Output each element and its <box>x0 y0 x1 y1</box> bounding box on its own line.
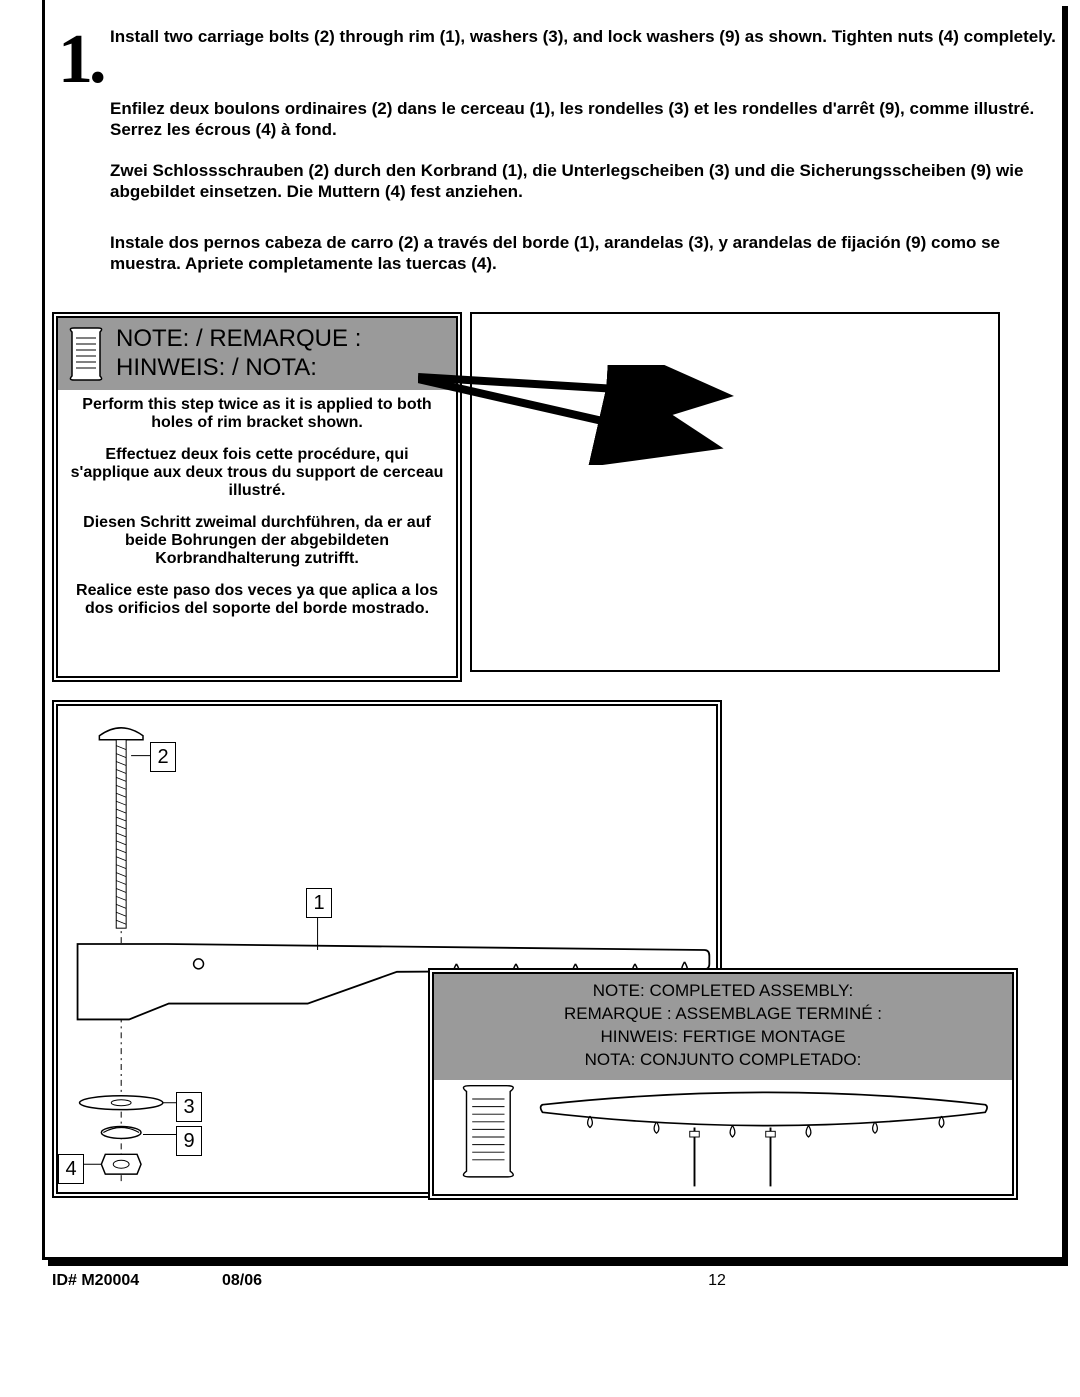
callout-lock-washer: 9 <box>176 1126 202 1156</box>
footer-page: 12 <box>422 1272 1012 1290</box>
scroll-icon <box>66 326 106 382</box>
completed-header: NOTE: COMPLETED ASSEMBLY: REMARQUE : ASS… <box>434 974 1012 1080</box>
completed-en: NOTE: COMPLETED ASSEMBLY: <box>438 980 1008 1003</box>
footer-date: 08/06 <box>222 1272 422 1290</box>
note-title: NOTE: / REMARQUE : HINWEIS: / NOTA: <box>116 325 361 383</box>
note-header: NOTE: / REMARQUE : HINWEIS: / NOTA: <box>58 318 456 390</box>
instruction-es: Instale dos pernos cabeza de carro (2) a… <box>110 232 1060 275</box>
callout-bolt: 2 <box>150 742 176 772</box>
callout-nut: 4 <box>58 1154 84 1184</box>
note-title-line1: NOTE: / REMARQUE : <box>116 325 361 352</box>
completed-fr: REMARQUE : ASSEMBLAGE TERMINÉ : <box>438 1003 1008 1026</box>
completed-de: HINWEIS: FERTIGE MONTAGE <box>438 1026 1008 1049</box>
instruction-en: Install two carriage bolts (2) through r… <box>110 26 1060 47</box>
completed-es: NOTA: CONJUNTO COMPLETADO: <box>438 1049 1008 1072</box>
pointer-arrows <box>418 365 748 465</box>
note-es: Realice este paso dos veces ya que aplic… <box>64 582 450 618</box>
page-footer: ID# M20004 08/06 12 <box>52 1272 1012 1290</box>
note-box: NOTE: / REMARQUE : HINWEIS: / NOTA: Perf… <box>52 312 462 682</box>
completed-assembly-svg <box>434 1080 1012 1194</box>
note-en: Perform this step twice as it is applied… <box>64 396 450 432</box>
instruction-de: Zwei Schlossschrauben (2) durch den Korb… <box>110 160 1060 203</box>
callout-rim: 1 <box>306 888 332 918</box>
step-number: 1. <box>58 20 103 100</box>
instruction-fr: Enfilez deux boulons ordinaires (2) dans… <box>110 98 1060 141</box>
note-body: Perform this step twice as it is applied… <box>58 390 456 638</box>
note-title-line2: HINWEIS: / NOTA: <box>116 354 317 381</box>
note-fr: Effectuez deux fois cette procédure, qui… <box>64 446 450 500</box>
callout-washer: 3 <box>176 1092 202 1122</box>
footer-id: ID# M20004 <box>52 1272 222 1290</box>
note-de: Diesen Schritt zweimal durchführen, da e… <box>64 514 450 568</box>
completed-assembly-box: NOTE: COMPLETED ASSEMBLY: REMARQUE : ASS… <box>428 968 1018 1200</box>
